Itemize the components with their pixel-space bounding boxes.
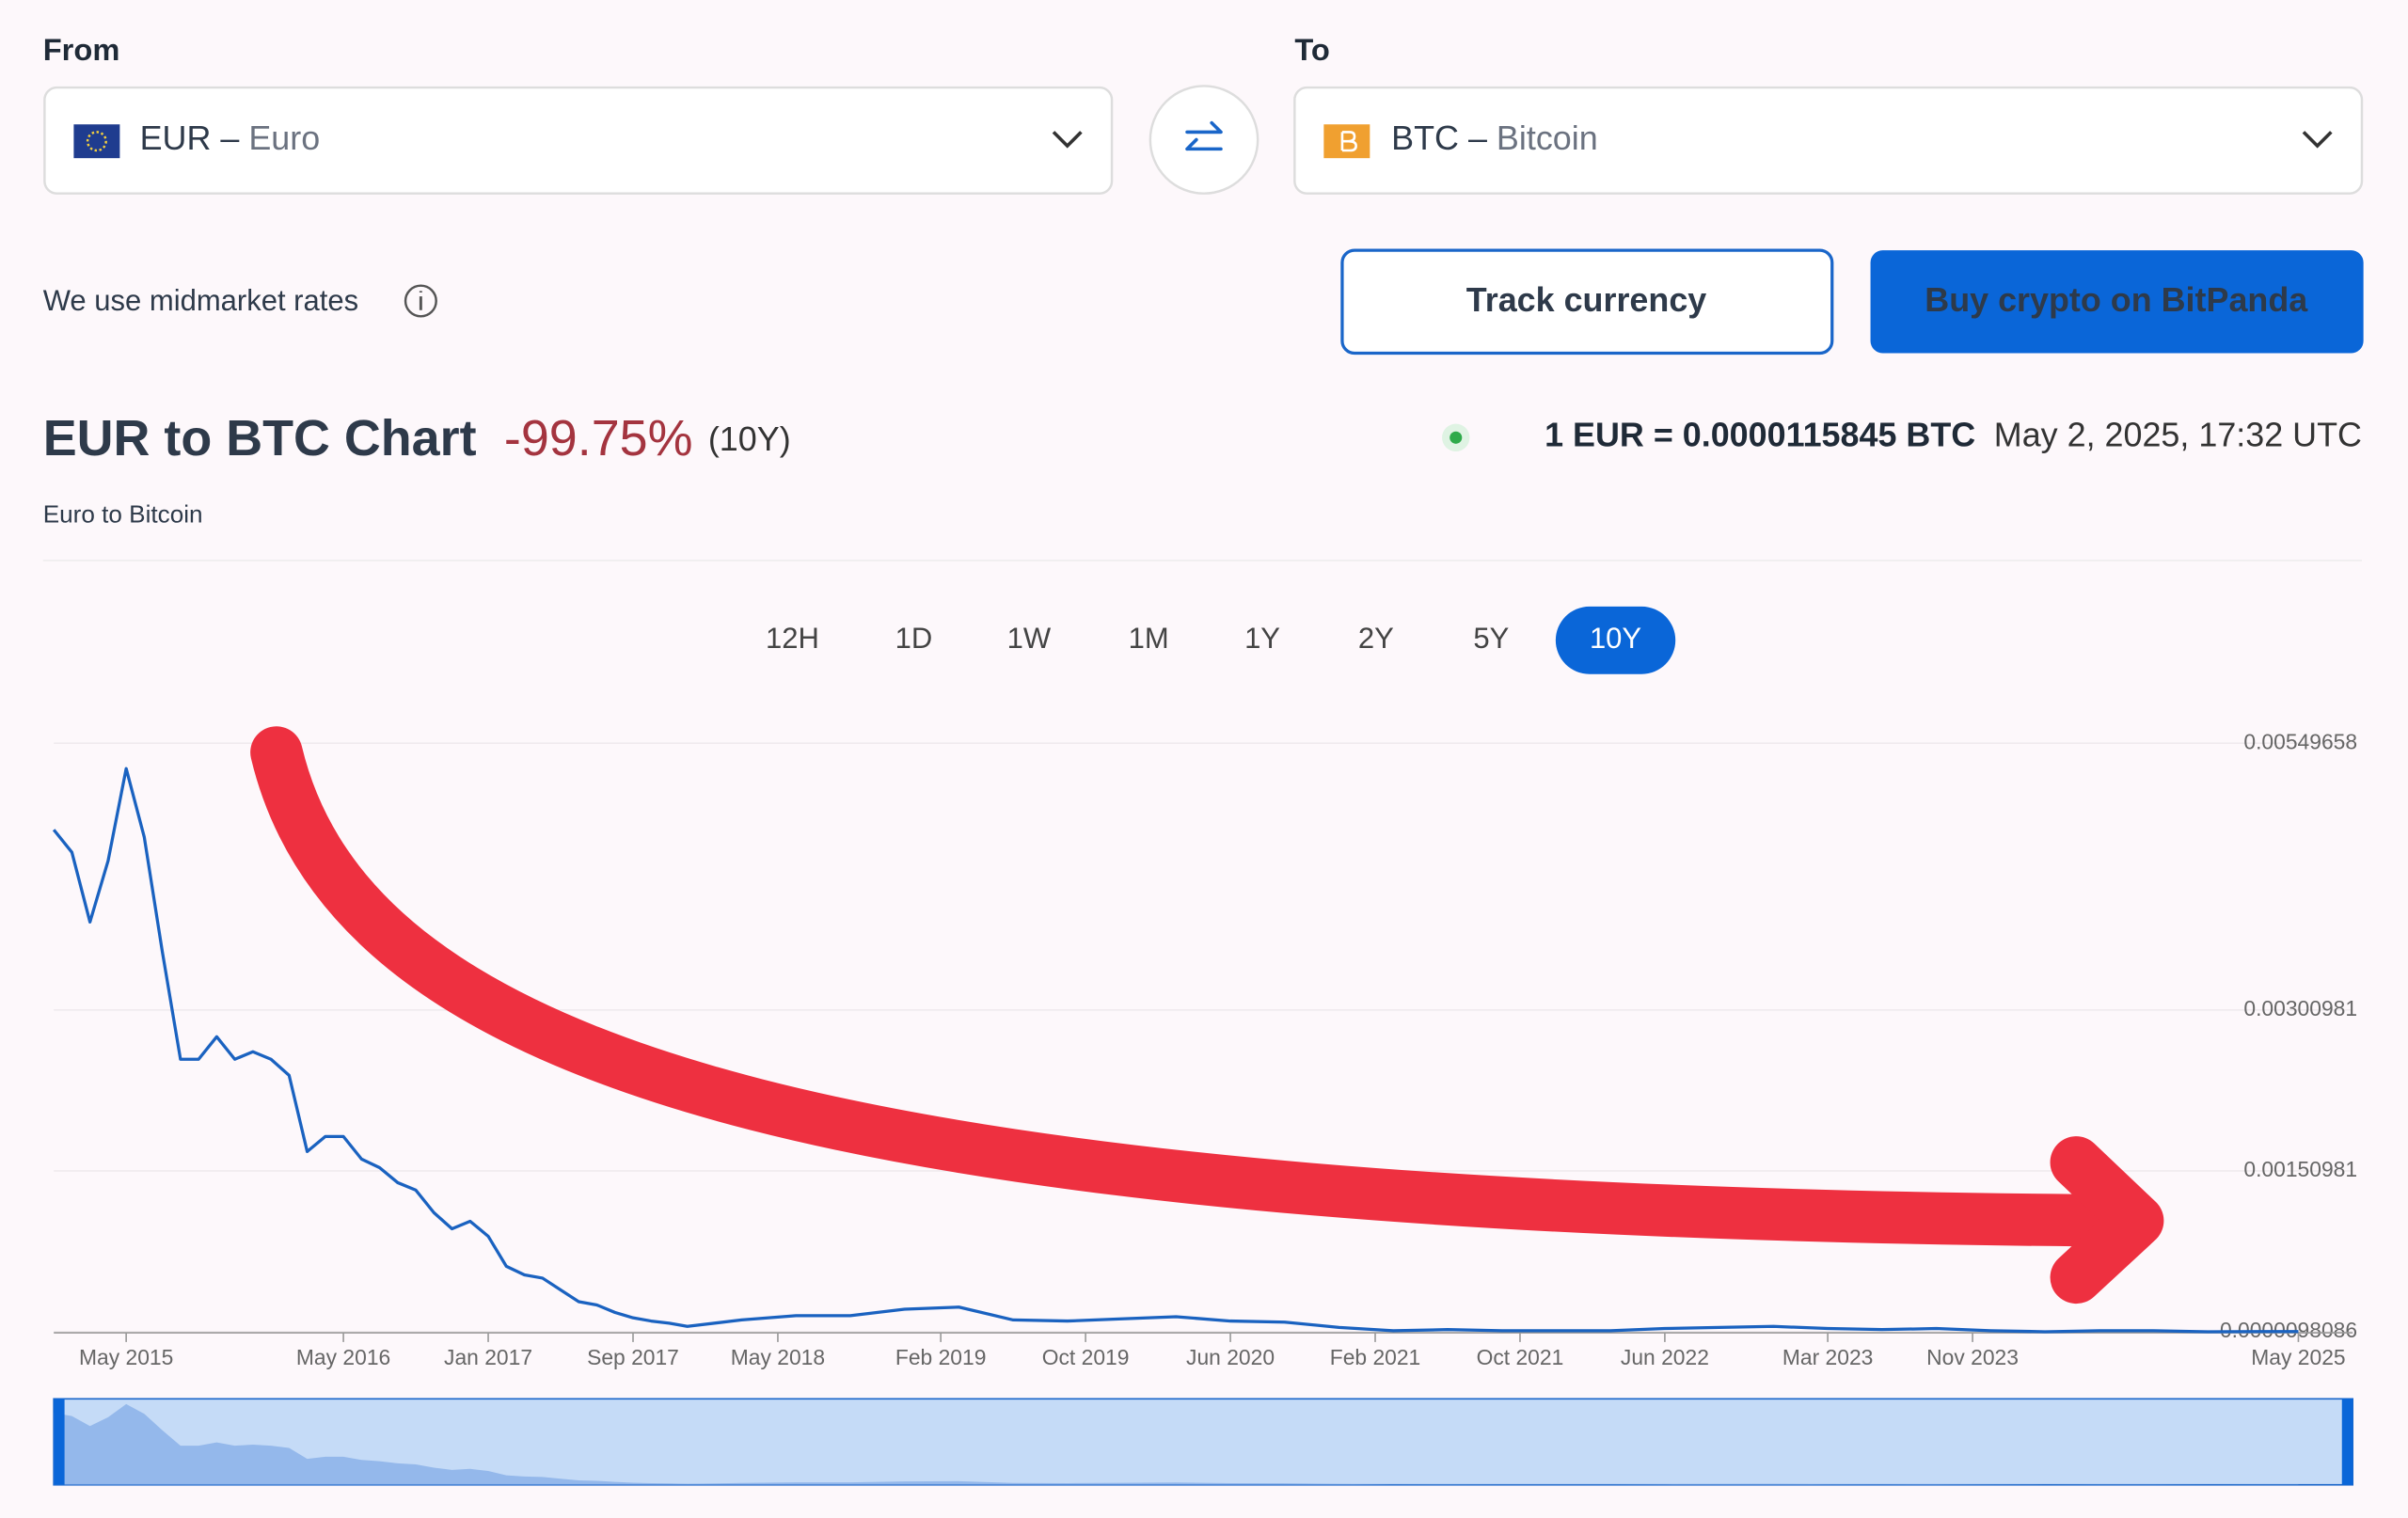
range-label: 5Y: [1473, 622, 1509, 655]
period: (10Y): [708, 420, 791, 459]
to-code: BTC –: [1391, 119, 1487, 158]
x-tick-label: Oct 2019: [1042, 1345, 1130, 1369]
range-tab[interactable]: 10Y: [1555, 606, 1676, 674]
chart-title: EUR to BTC Chart: [43, 410, 477, 466]
price-line: [52, 767, 2299, 1334]
rates-note: We use midmarket rates: [43, 284, 358, 317]
chart: 0.0000098086 0.00150981 0.00300981 0.005496…: [52, 729, 2357, 1486]
chart-heading: EUR to BTC Chart -99.75% (10Y): [43, 410, 791, 466]
navigator-area: [54, 1403, 2299, 1485]
x-tick-label: Jun 2020: [1186, 1345, 1275, 1369]
from-label: From: [43, 32, 120, 67]
x-tick-label: Oct 2021: [1477, 1345, 1564, 1369]
x-tick-label: Feb 2019: [895, 1345, 987, 1369]
info-icon[interactable]: [404, 284, 437, 318]
x-tick-label: May 2018: [731, 1345, 825, 1369]
x-tick-label: May 2025: [2251, 1345, 2345, 1369]
annotation-arrow: [250, 726, 2164, 1305]
x-tick-label: Jun 2022: [1621, 1345, 1709, 1369]
track-button[interactable]: Track currency: [1340, 248, 1834, 356]
range-label: 1D: [895, 622, 933, 655]
y-tick-label: 0.0000098086: [2220, 1318, 2357, 1342]
x-tick-label: Jan 2017: [444, 1345, 532, 1369]
range-tab[interactable]: 5Y: [1473, 622, 1509, 655]
to-label: To: [1294, 32, 1329, 67]
to-select[interactable]: BTC – Bitcoin: [1293, 86, 2364, 195]
range-label: 12H: [766, 622, 819, 655]
range-tab[interactable]: 2Y: [1358, 622, 1394, 655]
x-tick-label: Feb 2021: [1330, 1345, 1421, 1369]
to-name: Bitcoin: [1497, 119, 1598, 158]
y-tick-label: 0.00549658: [2243, 729, 2357, 753]
range-label: 1Y: [1244, 622, 1280, 655]
range-tab[interactable]: 12H: [766, 622, 819, 655]
range-label: 10Y: [1590, 622, 1641, 655]
live-dot: [1450, 431, 1463, 444]
svg-text:EUR – Euro: EUR – Euro: [140, 119, 321, 158]
from-name: Euro: [248, 119, 320, 158]
x-tick-label: Mar 2023: [1782, 1345, 1874, 1369]
buy-button[interactable]: Buy crypto on BitPanda: [1870, 250, 2364, 354]
rate: 1 EUR = 0.0000115845 BTC: [1545, 416, 1975, 454]
range-tabs: 12H 1D 1W 1M 1Y 2Y 5Y 10Y: [766, 606, 1676, 674]
y-tick-label: 0.00150981: [2243, 1157, 2357, 1181]
track-label: Track currency: [1466, 280, 1707, 319]
timestamp: May 2, 2025, 17:32 UTC: [1994, 416, 2362, 454]
change: -99.75%: [504, 410, 693, 466]
range-tab[interactable]: 1M: [1129, 622, 1169, 655]
range-tab[interactable]: 1D: [895, 622, 933, 655]
from-code: EUR –: [140, 119, 240, 158]
range-active-bg: [1555, 606, 1676, 674]
subtitle: Euro to Bitcoin: [43, 499, 203, 528]
x-tick-label: May 2016: [296, 1345, 390, 1369]
x-tick-label: May 2015: [79, 1345, 173, 1369]
range-label: 1W: [1007, 622, 1052, 655]
navigator-handle[interactable]: [54, 1399, 65, 1485]
range-tab[interactable]: 1W: [1007, 622, 1052, 655]
y-tick-label: 0.00300981: [2243, 996, 2357, 1020]
swap-button[interactable]: [1149, 85, 1259, 195]
x-tick-label: Sep 2017: [587, 1345, 679, 1369]
svg-text:BTC – Bitcoin: BTC – Bitcoin: [1391, 119, 1598, 158]
navigator-handle[interactable]: [2341, 1399, 2353, 1485]
rate-line: 1 EUR = 0.0000115845 BTC May 2, 2025, 17:…: [1545, 416, 2362, 454]
range-label: 1M: [1129, 622, 1169, 655]
x-tick-label: Nov 2023: [1926, 1345, 2019, 1369]
buy-label: Buy crypto on BitPanda: [1925, 280, 2308, 319]
range-tab[interactable]: 1Y: [1244, 622, 1280, 655]
from-select[interactable]: EUR – Euro: [43, 86, 1114, 195]
range-label: 2Y: [1358, 622, 1394, 655]
